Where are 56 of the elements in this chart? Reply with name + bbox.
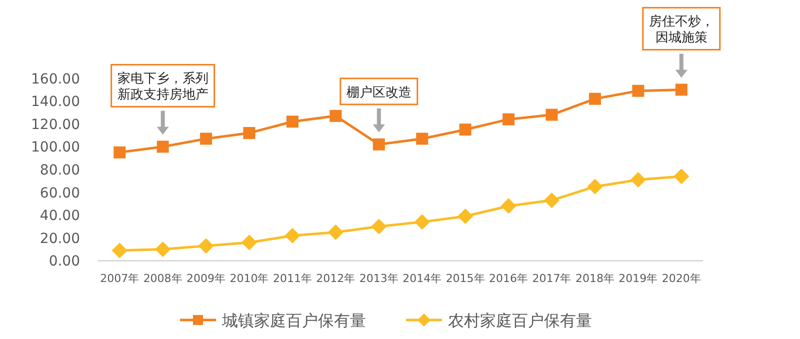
y-tick-label: 120.00	[31, 116, 80, 133]
point	[416, 132, 428, 145]
y-tick-label: 140.00	[31, 94, 80, 110]
point	[241, 234, 258, 250]
legend-label: 城镇家庭百户保有量	[221, 311, 366, 330]
legend-label: 农村家庭百户保有量	[448, 311, 592, 330]
y-tick-label: 60.00	[40, 185, 80, 202]
point	[458, 208, 474, 224]
point	[200, 132, 212, 145]
x-tick-label: 2020年	[662, 272, 701, 285]
point	[112, 242, 128, 258]
x-tick-label: 2013年	[359, 272, 398, 285]
point	[330, 110, 342, 122]
y-tick-label: 20.00	[40, 230, 80, 247]
text: 房住不炒，因城施策	[648, 14, 714, 46]
annotation: 家电下乡，系列新政支持房地产	[117, 70, 208, 103]
point	[674, 168, 690, 184]
x-tick-label: 2011年	[272, 272, 312, 285]
annotation: 棚户区改造	[346, 85, 412, 100]
point	[588, 92, 601, 105]
x-tick-label: 2018年	[575, 272, 614, 285]
point	[155, 242, 171, 258]
point	[546, 108, 558, 121]
point	[414, 214, 430, 230]
point	[632, 84, 644, 97]
point	[198, 238, 214, 254]
x-tick-label: 2017年	[532, 272, 572, 285]
y-tick-label: 40.00	[40, 208, 80, 224]
point	[587, 178, 603, 194]
point	[459, 124, 472, 136]
y-tick-label: 100.00	[31, 140, 80, 156]
x-tick-label: 2016年	[489, 272, 528, 285]
x-tick-label: 2007年	[100, 272, 140, 285]
point	[630, 172, 646, 188]
y-tick-label: 0.00	[48, 254, 80, 270]
x-tick-label: 2015年	[446, 272, 485, 285]
point	[544, 192, 560, 208]
y-tick-label: 160.00	[31, 71, 80, 88]
point	[675, 84, 688, 96]
x-tick-label: 2009年	[186, 272, 226, 285]
point	[328, 224, 344, 240]
point	[371, 218, 387, 234]
x-tick-label: 2014年	[402, 272, 442, 285]
point	[243, 127, 256, 140]
point	[114, 146, 126, 158]
y-tick-label: 80.00	[40, 162, 80, 178]
point	[284, 228, 300, 244]
point	[502, 113, 515, 126]
point	[500, 198, 516, 214]
point	[156, 140, 169, 153]
x-tick-label: 2019年	[618, 272, 658, 285]
point	[372, 138, 385, 150]
point	[286, 116, 298, 128]
x-tick-label: 2012年	[316, 272, 356, 285]
x-tick-label: 2010年	[230, 272, 269, 285]
x-tick-label: 2008年	[143, 272, 182, 285]
